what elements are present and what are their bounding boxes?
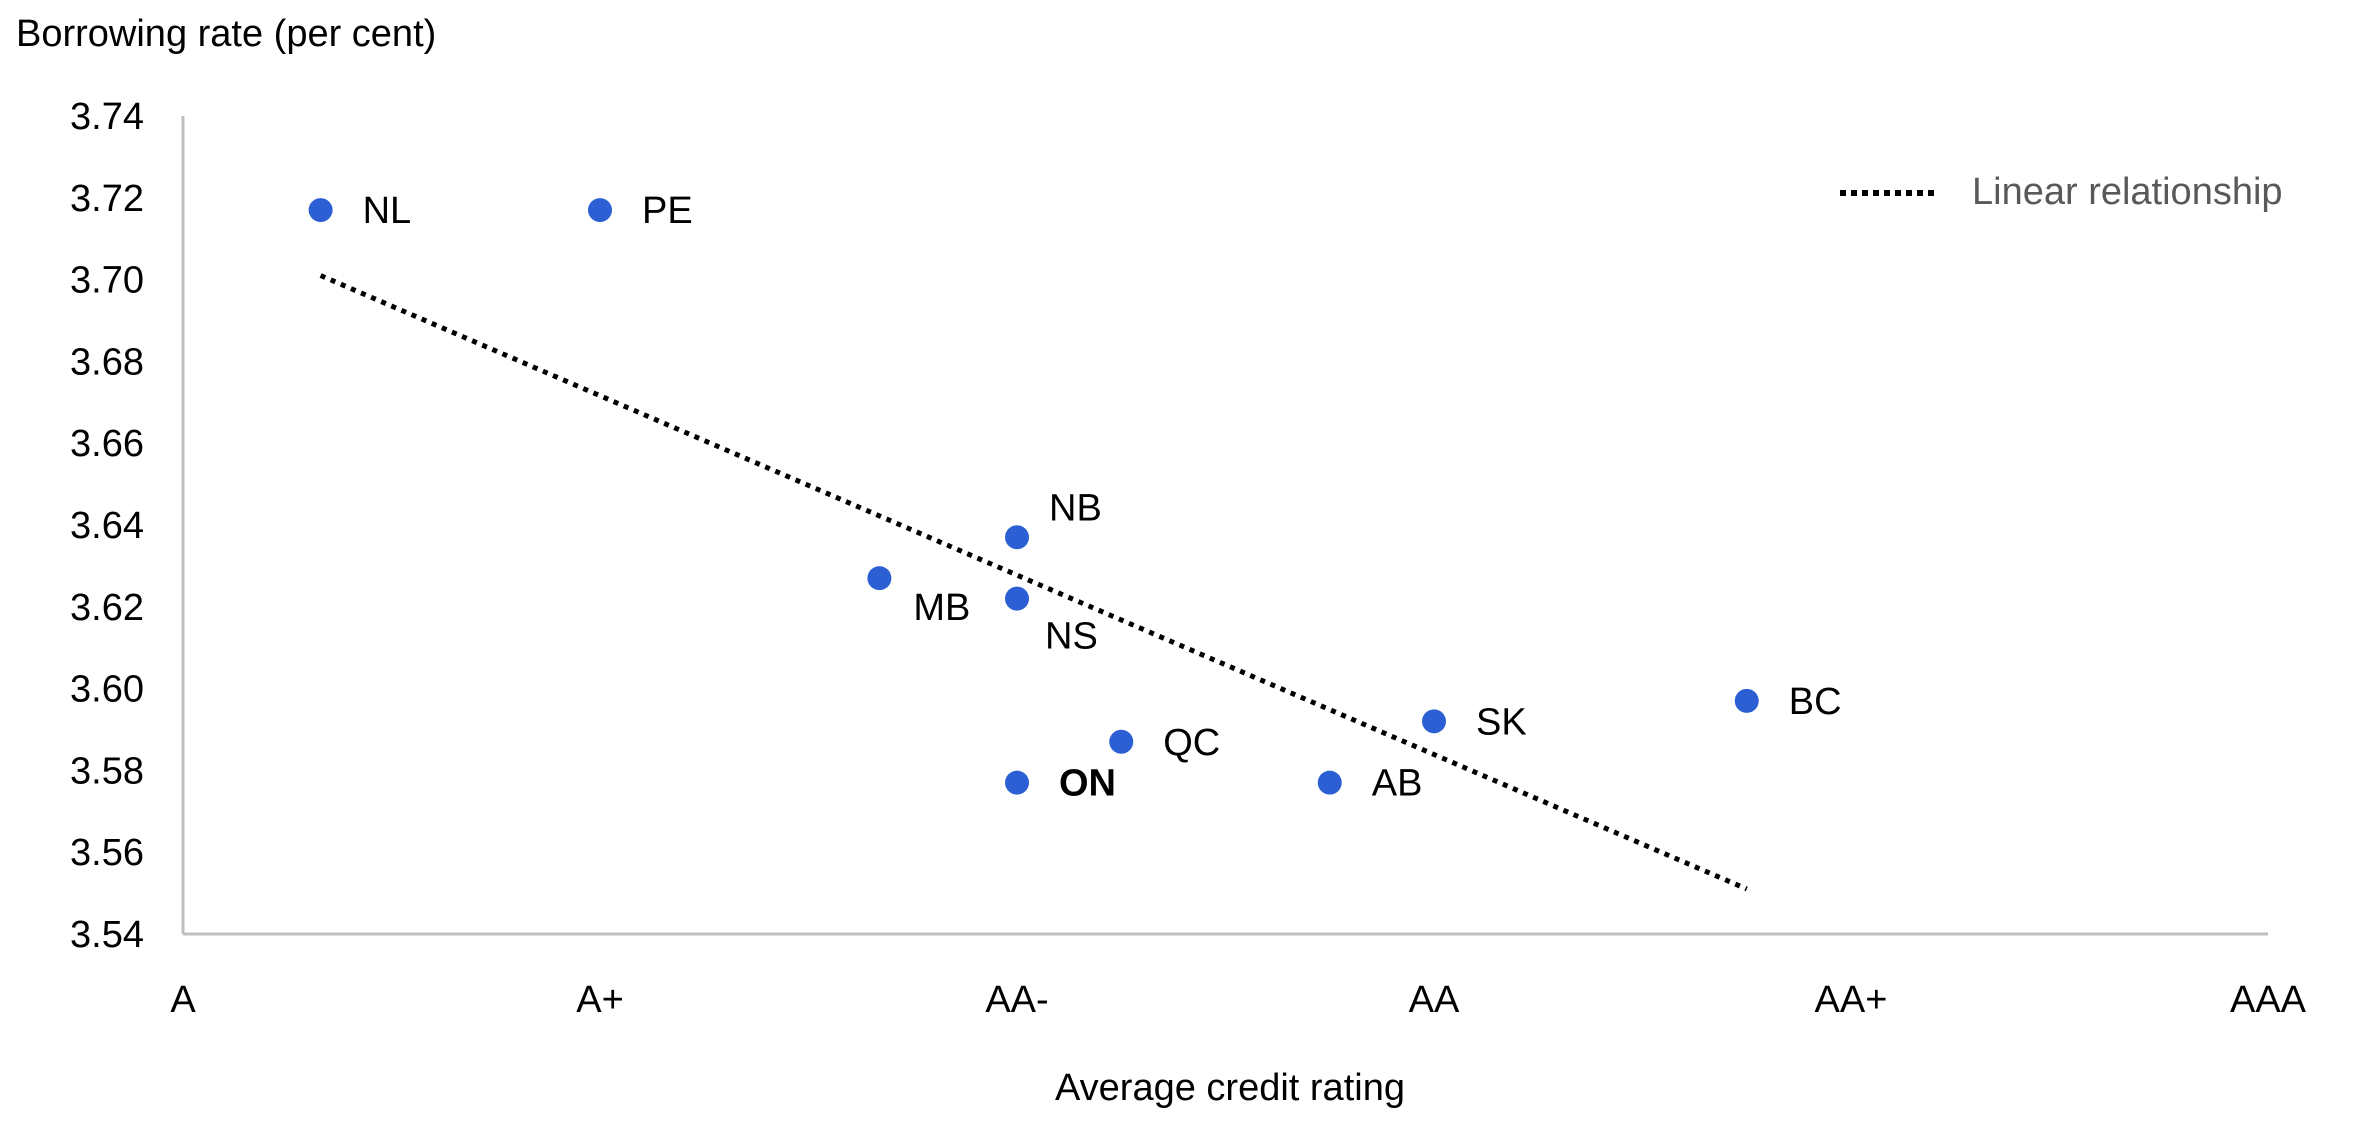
- x-tick-label: AA: [1409, 979, 1460, 1021]
- legend-label-trendline: Linear relationship: [1972, 171, 2283, 213]
- x-axis-ticks: A A+ AA- AA AA+ AAA: [170, 979, 2306, 1021]
- data-point-nb: [1005, 525, 1029, 550]
- x-tick-label: A: [170, 979, 196, 1021]
- point-label-nl: NL: [363, 190, 412, 232]
- y-tick-label: 3.58: [70, 750, 144, 792]
- point-label-ab: AB: [1372, 763, 1423, 805]
- point-label-nb: NB: [1049, 487, 1102, 529]
- data-point-ab: [1317, 770, 1342, 795]
- x-tick-label: A+: [576, 979, 624, 1021]
- x-tick-label: AA-: [985, 979, 1048, 1021]
- point-label-qc: QC: [1163, 722, 1220, 764]
- legend: Linear relationship: [1840, 171, 2283, 213]
- y-tick-label: 3.56: [70, 832, 144, 874]
- data-points: [308, 198, 1759, 795]
- y-tick-label: 3.62: [70, 587, 144, 629]
- y-tick-label: 3.54: [70, 914, 144, 956]
- data-point-bc: [1734, 688, 1759, 713]
- data-point-ns: [1005, 586, 1029, 611]
- y-tick-label: 3.72: [70, 178, 144, 220]
- data-point-mb: [867, 566, 892, 591]
- data-point-labels: NL PE NB MB NS QC ON AB SK BC: [363, 190, 1842, 805]
- y-tick-label: 3.60: [70, 669, 144, 711]
- data-point-sk: [1422, 709, 1446, 734]
- point-label-on: ON: [1059, 763, 1116, 805]
- y-tick-label: 3.64: [70, 505, 144, 547]
- point-label-bc: BC: [1789, 681, 1842, 723]
- y-tick-label: 3.70: [70, 260, 144, 302]
- trendline: [319, 273, 1748, 892]
- data-point-nl: [308, 198, 333, 223]
- point-label-sk: SK: [1476, 701, 1527, 743]
- x-tick-label: AA+: [1815, 979, 1888, 1021]
- y-axis-title: Borrowing rate (per cent): [16, 13, 436, 55]
- y-tick-label: 3.74: [70, 96, 144, 138]
- data-point-on: [1005, 770, 1029, 795]
- x-tick-label: AAA: [2230, 979, 2307, 1021]
- y-axis-ticks: 3.74 3.72 3.70 3.68 3.66 3.64 3.62 3.60 3.58 3.56…: [70, 96, 144, 956]
- x-axis-title: Average credit rating: [1055, 1067, 1405, 1109]
- point-label-pe: PE: [642, 190, 693, 232]
- data-point-qc: [1109, 729, 1134, 754]
- point-label-mb: MB: [913, 587, 970, 629]
- y-tick-label: 3.66: [70, 423, 144, 465]
- y-tick-label: 3.68: [70, 341, 144, 383]
- data-point-pe: [588, 198, 612, 223]
- point-label-ns: NS: [1045, 616, 1098, 658]
